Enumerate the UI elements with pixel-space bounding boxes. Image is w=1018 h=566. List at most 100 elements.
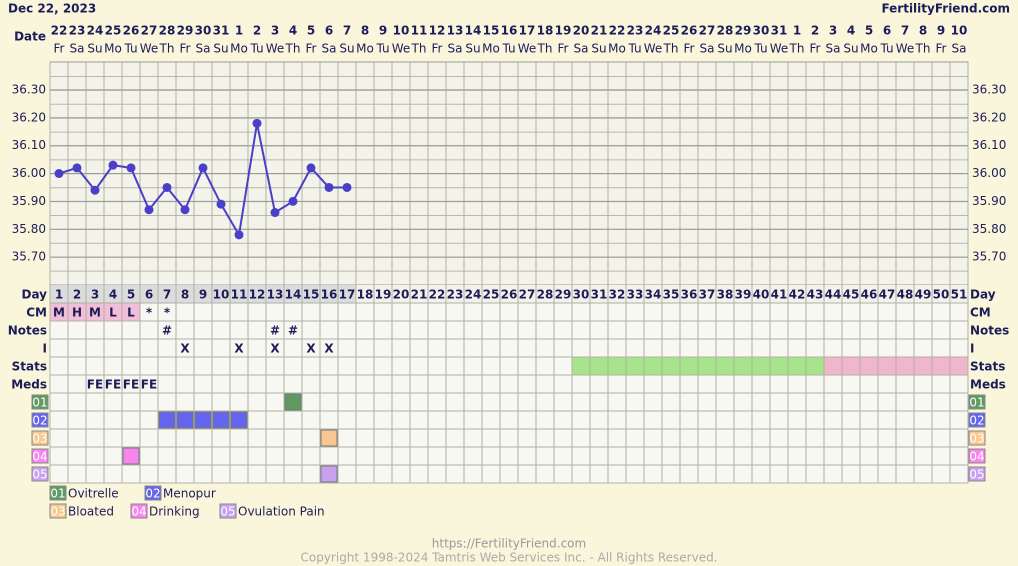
weekday-label: Mo	[230, 42, 248, 56]
med-code: 02	[32, 414, 47, 428]
weekday-label: Tu	[753, 42, 767, 56]
day-cell	[518, 285, 536, 303]
day-cell	[878, 285, 896, 303]
cycle-day: 32	[609, 288, 626, 302]
date-label: 20	[573, 24, 590, 38]
weekday-label: We	[140, 42, 159, 56]
weekday-label: Mo	[356, 42, 374, 56]
weekday-label: We	[392, 42, 411, 56]
med-code-right-box	[968, 394, 986, 410]
temperature-point	[144, 205, 154, 215]
weekday-label: Tu	[879, 42, 893, 56]
date-label: 10	[393, 24, 410, 38]
date-label: 29	[735, 24, 752, 38]
weekday-label: Sa	[574, 42, 589, 56]
y-tick-label-right: 36.30	[972, 82, 1006, 96]
cm-cell	[122, 303, 140, 321]
med-code-right-box	[968, 430, 986, 446]
weekday-label: Th	[411, 42, 427, 56]
stats-cell	[590, 357, 608, 375]
cm-entry: L	[127, 306, 135, 320]
date-label: 3	[271, 24, 279, 38]
legend-label: Ovitrelle	[68, 487, 119, 501]
cycle-day: 16	[321, 288, 338, 302]
cycle-day: 40	[753, 288, 770, 302]
day-cell	[320, 285, 338, 303]
day-cell	[734, 285, 752, 303]
cm-entry: M	[89, 306, 101, 320]
legend-label: Menopur	[163, 487, 216, 501]
date-label: 9	[379, 24, 387, 38]
cycle-day: 44	[825, 288, 842, 302]
row-label-right: I	[970, 342, 974, 356]
day-cell	[626, 285, 644, 303]
day-cell	[914, 285, 932, 303]
date-label: 1	[235, 24, 243, 38]
date-label: 5	[865, 24, 873, 38]
temperature-point	[252, 118, 262, 128]
row-label: I	[43, 342, 47, 356]
stats-cell	[842, 357, 860, 375]
y-tick-label-right: 35.90	[972, 194, 1006, 208]
weekday-label: Tu	[501, 42, 515, 56]
med-code: 05	[32, 468, 47, 482]
cycle-day: 9	[199, 288, 207, 302]
weekday-label: Th	[663, 42, 679, 56]
meds-entry: FE	[87, 378, 103, 392]
weekday-label: Fr	[810, 42, 821, 56]
cycle-day: 35	[663, 288, 680, 302]
cycle-day: 23	[447, 288, 464, 302]
cycle-day: 51	[951, 288, 968, 302]
date-label: 27	[141, 24, 158, 38]
cycle-day: 19	[375, 288, 392, 302]
y-tick-label-right: 35.70	[972, 250, 1006, 264]
cm-cell	[86, 303, 104, 321]
y-tick-label-right: 36.20	[972, 110, 1006, 124]
day-cell	[590, 285, 608, 303]
weekday-label: Fr	[558, 42, 569, 56]
day-cell	[374, 285, 392, 303]
weekday-label: Mo	[860, 42, 878, 56]
stats-cell	[752, 357, 770, 375]
med-cell	[320, 429, 338, 447]
weekday-label: Fr	[54, 42, 65, 56]
cycle-day: 1	[55, 288, 63, 302]
temperature-point	[126, 163, 136, 173]
date-label: 11	[411, 24, 428, 38]
date-label: 31	[771, 24, 788, 38]
cycle-day: 43	[807, 288, 824, 302]
site-name[interactable]: FertilityFriend.com	[881, 2, 1010, 16]
row-label-right: CM	[970, 306, 991, 320]
chart-date: Dec 22, 2023	[8, 2, 96, 16]
date-label: 16	[501, 24, 518, 38]
weekday-label: Th	[537, 42, 553, 56]
weekday-label: We	[770, 42, 789, 56]
cm-cell	[50, 303, 68, 321]
legend-code: 03	[50, 505, 65, 519]
weekday-label: Tu	[249, 42, 263, 56]
date-label: 7	[343, 24, 351, 38]
date-label: 28	[717, 24, 734, 38]
weekday-label: Sa	[700, 42, 715, 56]
i-entry: X	[234, 342, 244, 356]
med-cell	[230, 411, 248, 429]
row-label-right: Day	[970, 288, 996, 302]
med-code-box	[31, 448, 49, 464]
cm-cell	[104, 303, 122, 321]
y-tick-label: 35.90	[12, 194, 46, 208]
legend-code-box	[130, 503, 148, 519]
stats-cell	[914, 357, 932, 375]
footer-url[interactable]: https://FertilityFriend.com	[432, 537, 586, 551]
date-label: 2	[253, 24, 261, 38]
legend-label: Drinking	[149, 505, 200, 519]
date-label: 22	[609, 24, 626, 38]
med-code-right: 05	[969, 468, 984, 482]
cycle-day: 21	[411, 288, 428, 302]
date-label: 17	[519, 24, 536, 38]
y-tick-label: 36.10	[12, 138, 46, 152]
temperature-point	[270, 208, 280, 218]
stats-cell	[680, 357, 698, 375]
weekday-label: Sa	[196, 42, 211, 56]
date-label: 26	[681, 24, 698, 38]
cycle-day: 29	[555, 288, 572, 302]
